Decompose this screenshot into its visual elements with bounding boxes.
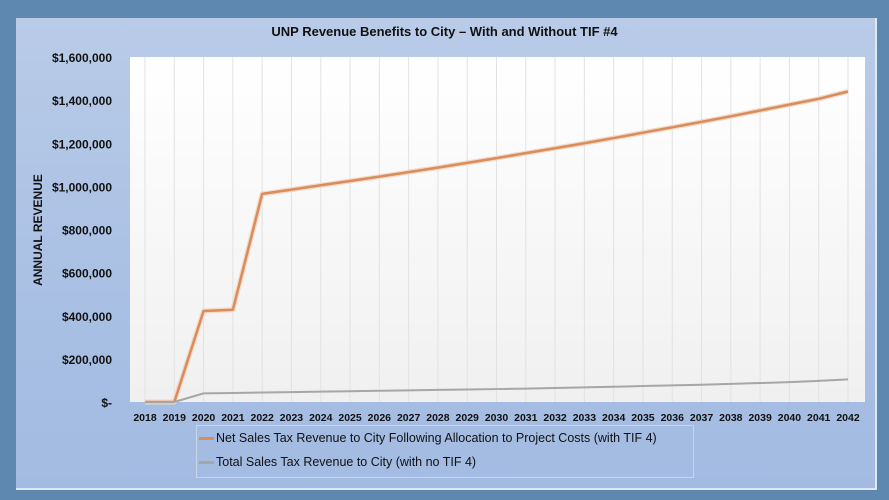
legend-item-no-tif: Total Sales Tax Revenue to City (with no… <box>199 450 693 474</box>
x-tick-label: 2033 <box>573 412 597 424</box>
x-tick-label: 2034 <box>602 412 626 424</box>
y-tick-label: $1,000,000 <box>52 180 112 194</box>
y-tick-label: $400,000 <box>62 310 112 324</box>
x-tick-label: 2024 <box>309 412 333 424</box>
y-tick-label: $800,000 <box>62 224 112 238</box>
x-tick-label: 2035 <box>631 412 655 424</box>
y-tick-label: $200,000 <box>62 353 112 367</box>
x-tick-label: 2021 <box>221 412 245 424</box>
chart-title: UNP Revenue Benefits to City – With and … <box>271 24 618 39</box>
x-tick-label: 2032 <box>543 412 567 424</box>
x-tick-label: 2030 <box>485 412 509 424</box>
x-tick-label: 2025 <box>338 412 362 424</box>
x-tick-label: 2028 <box>426 412 450 424</box>
legend-label: Net Sales Tax Revenue to City Following … <box>216 431 657 445</box>
x-tick-label: 2031 <box>514 412 538 424</box>
x-tick-label: 2041 <box>807 412 831 424</box>
legend-item-with-tif: Net Sales Tax Revenue to City Following … <box>199 426 693 450</box>
x-tick-label: 2020 <box>192 412 216 424</box>
x-tick-label: 2036 <box>661 412 685 424</box>
x-tick-label: 2039 <box>748 412 772 424</box>
x-tick-label: 2027 <box>397 412 421 424</box>
x-tick-label: 2040 <box>778 412 802 424</box>
y-tick-label: $1,600,000 <box>52 51 112 65</box>
y-tick-label: $1,200,000 <box>52 137 112 151</box>
legend-swatch <box>199 460 214 464</box>
legend: Net Sales Tax Revenue to City Following … <box>196 425 694 478</box>
plot-area <box>130 57 865 402</box>
x-tick-label: 2038 <box>719 412 743 424</box>
x-tick-label: 2037 <box>690 412 714 424</box>
x-tick-label: 2026 <box>368 412 392 424</box>
y-tick-label: $- <box>101 396 112 410</box>
y-tick-label: $600,000 <box>62 267 112 281</box>
x-tick-label: 2022 <box>250 412 274 424</box>
x-tick-label: 2018 <box>133 412 157 424</box>
x-tick-label: 2042 <box>836 412 860 424</box>
x-tick-label: 2023 <box>280 412 304 424</box>
legend-swatch <box>199 436 214 440</box>
x-tick-label: 2029 <box>456 412 480 424</box>
legend-label: Total Sales Tax Revenue to City (with no… <box>216 455 477 469</box>
x-tick-label: 2019 <box>163 412 187 424</box>
y-tick-label: $1,400,000 <box>52 94 112 108</box>
